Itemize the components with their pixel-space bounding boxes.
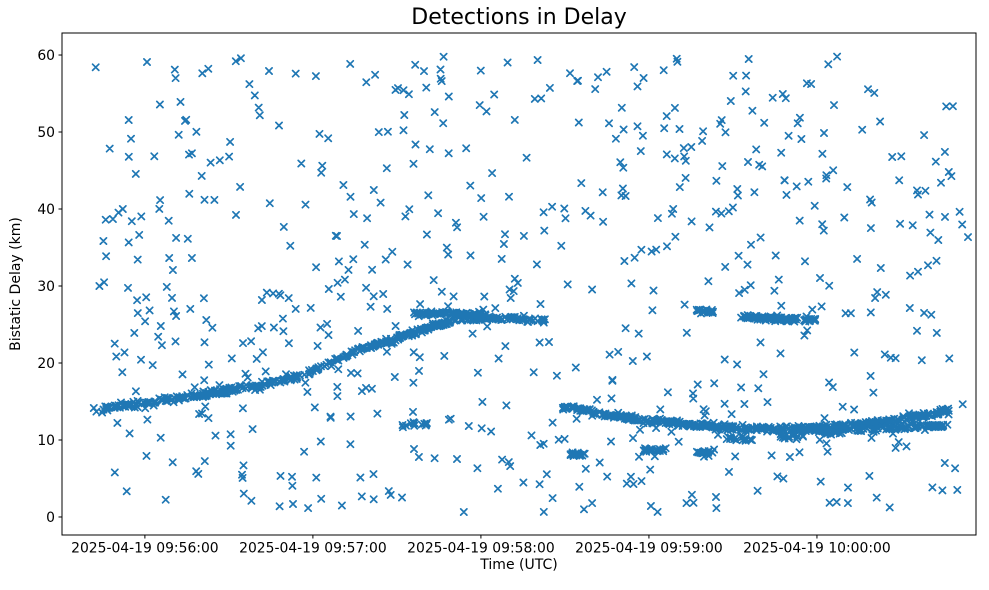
y-tick-label: 30 [37, 279, 55, 295]
y-tick-label: 20 [37, 356, 55, 372]
series-cluster-i [821, 426, 846, 439]
series-cluster-b [800, 312, 820, 326]
chart-title: Detections in Delay [411, 5, 627, 30]
series-cluster-e [639, 444, 670, 456]
x-tick-label: 2025-04-19 09:58:00 [407, 541, 555, 557]
axis-ticks: 2025-04-19 09:56:00 2025-04-19 09:57:00 20… [37, 48, 890, 557]
x-tick-label: 2025-04-19 10:00:00 [743, 541, 891, 557]
x-tick-label: 2025-04-19 09:59:00 [575, 541, 723, 557]
series-track-upper-right [737, 311, 802, 326]
scatter-points [89, 52, 972, 516]
series-cluster-h [776, 430, 807, 444]
series-cluster-c [398, 418, 431, 432]
y-tick-label: 60 [37, 48, 55, 64]
axes-frame [61, 32, 977, 536]
series-clutter [91, 52, 972, 516]
x-axis-label: Time (UTC) [480, 557, 558, 573]
series-track-rising-upper-fork [410, 307, 490, 322]
series-cluster-g [722, 432, 756, 445]
x-tick-label: 2025-04-19 09:56:00 [71, 541, 219, 557]
y-tick-label: 40 [37, 202, 55, 218]
x-tick-label: 2025-04-19 09:57:00 [239, 541, 387, 557]
y-tick-label: 0 [46, 510, 55, 526]
series-cluster-a [692, 305, 717, 318]
y-tick-label: 10 [37, 433, 55, 449]
series-cluster-d [566, 448, 589, 460]
series-cluster-f [692, 445, 719, 460]
y-tick-label: 50 [37, 125, 55, 141]
